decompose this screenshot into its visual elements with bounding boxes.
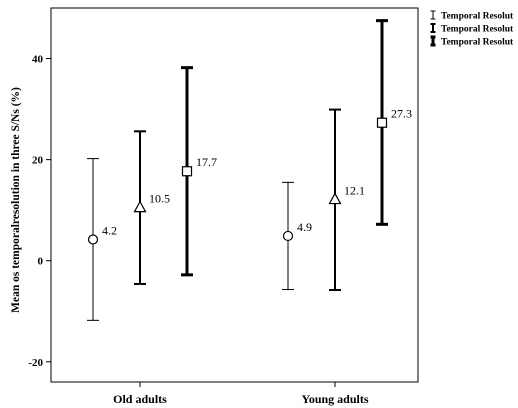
x-category-label: Young adults [301, 392, 368, 406]
error-bar-square: 27.3 [376, 19, 412, 226]
y-axis-label: Mean os temporalresolution in three S/Ns… [10, 87, 22, 313]
data-label: 12.1 [344, 184, 365, 198]
legend-label: Temporal Resolut [441, 12, 514, 22]
legend-item: Temporal Resolut [430, 10, 514, 22]
data-label: 17.7 [196, 155, 217, 169]
legend-label: Temporal Resolut [441, 38, 514, 48]
mean-marker-circle [282, 230, 294, 242]
error-bar-circle: 4.2 [87, 158, 117, 321]
legend-label: Temporal Resolut [441, 25, 514, 35]
error-bar-triangle: 12.1 [328, 108, 365, 292]
legend-item: Temporal Resolut [430, 35, 514, 48]
y-tick-label: 20 [32, 155, 44, 167]
error-bar-circle: 4.9 [282, 181, 312, 291]
chart-marks: 4.2 4.9 10.5 12.1 17.7 27.3 [87, 19, 412, 321]
mean-marker-circle [87, 234, 99, 245]
y-tick-label: 0 [38, 256, 44, 268]
y-tick-label: 40 [32, 54, 44, 66]
error-bar-square: 17.7 [181, 66, 217, 277]
data-label: 4.2 [102, 223, 117, 237]
error-bar-triangle: 10.5 [133, 130, 170, 285]
data-label: 4.9 [297, 220, 312, 234]
mean-marker-square [181, 166, 193, 177]
axes: -20 0 20 40 Mean os temporalresolution in th… [10, 7, 419, 406]
mean-marker-triangle [133, 200, 147, 213]
plot-frame [50, 7, 419, 383]
x-category-label: Old adults [113, 392, 167, 406]
mean-marker-square [376, 117, 388, 128]
y-tick-label: -20 [28, 357, 43, 369]
data-label: 27.3 [391, 107, 412, 121]
legend: Temporal Resolut Temporal Resolut Temporal… [430, 10, 514, 48]
legend-item: Temporal Resolut [430, 23, 514, 35]
mean-marker-triangle [328, 192, 342, 205]
data-label: 10.5 [149, 192, 170, 206]
